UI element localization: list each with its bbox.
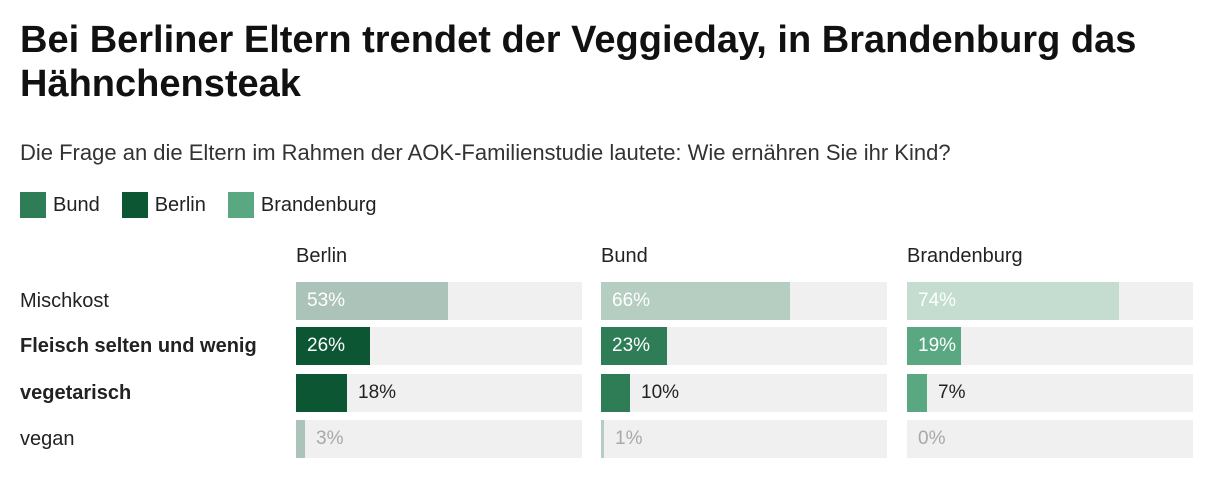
bar	[296, 327, 370, 365]
bar	[296, 420, 305, 458]
bar	[601, 327, 667, 365]
bar	[601, 374, 630, 412]
bar-track: 10%	[601, 374, 887, 412]
data-label: 18%	[358, 382, 397, 403]
data-label: 66%	[612, 290, 651, 311]
data-label: 10%	[641, 382, 680, 403]
category-label: Mischkost	[20, 290, 109, 312]
data-label: 23%	[612, 335, 651, 356]
data-label: 0%	[918, 428, 946, 449]
data-label: 26%	[307, 335, 346, 356]
bar-track: 7%	[907, 374, 1193, 412]
bar-track: 66%	[601, 282, 887, 320]
bar	[601, 420, 604, 458]
bar-track: 53%	[296, 282, 582, 320]
legend-swatch	[20, 192, 46, 218]
bar	[907, 327, 961, 365]
chart-subtitle: Die Frage an die Eltern im Rahmen der AO…	[20, 140, 951, 165]
data-label: 7%	[938, 382, 966, 403]
bar-track: 1%	[601, 420, 887, 458]
data-label: 19%	[918, 335, 957, 356]
panel-title: Berlin	[296, 245, 348, 267]
bar	[907, 374, 927, 412]
category-label: Fleisch selten und wenig	[20, 335, 257, 357]
legend-label: Bund	[53, 193, 100, 216]
bar-track: 74%	[907, 282, 1193, 320]
bar	[601, 282, 790, 320]
category-label: vegetarisch	[20, 382, 132, 404]
bar-track: 19%	[907, 327, 1193, 365]
legend: Bund Berlin Brandenburg	[20, 190, 399, 220]
bar-track: 3%	[296, 420, 582, 458]
panel-title: Bund	[601, 245, 648, 267]
panel-title: Brandenburg	[907, 245, 1023, 267]
bar	[296, 282, 448, 320]
bar	[296, 374, 347, 412]
chart-title: Bei Berliner Eltern trendet der Veggieda…	[20, 19, 1137, 105]
data-label: 3%	[316, 428, 344, 449]
category-label: vegan	[20, 428, 75, 450]
bar-track: 23%	[601, 327, 887, 365]
bar-track: 18%	[296, 374, 582, 412]
data-label: 53%	[307, 290, 346, 311]
legend-swatch	[227, 192, 254, 218]
legend-label: Berlin	[154, 193, 206, 216]
legend-label: Brandenburg	[260, 193, 377, 216]
data-label: 74%	[918, 290, 957, 311]
bar-track: 0%	[907, 420, 1193, 458]
legend-item: Berlin	[121, 192, 206, 218]
legend-swatch	[121, 192, 148, 218]
legend-item: Brandenburg	[227, 192, 377, 218]
data-label: 1%	[615, 428, 643, 449]
bar	[907, 282, 1119, 320]
legend-item: Bund	[20, 192, 100, 218]
bar-track: 26%	[296, 327, 582, 365]
